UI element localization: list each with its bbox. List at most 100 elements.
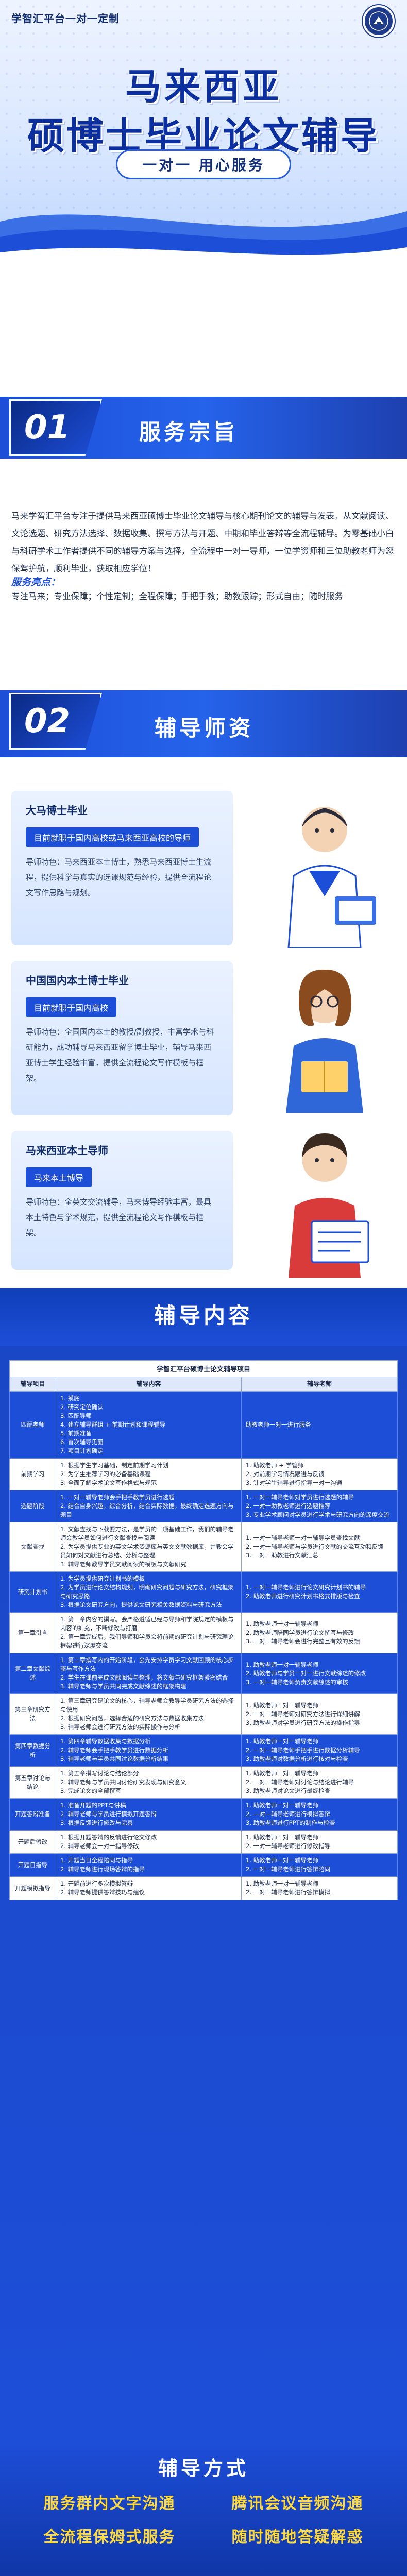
table-cell-content: 1. 文献查找与下载要方法，是学员的一项基础工作，我们的辅导老师会教学员如何进行…	[56, 1522, 242, 1572]
table-cell-content: 1. 根据开题答辩的反馈进行论文修改 2. 辅导老师会一对一指导修改	[56, 1830, 242, 1854]
content-item: 1. 开题前进行多次模拟答辩	[60, 1880, 133, 1887]
mentor-subtitle: 马来本土博导	[26, 1167, 92, 1187]
content-item: 3. 根据反馈进行修改与完善	[60, 1819, 133, 1826]
table-cell-teacher: 1. 一对一辅导老师对学员进行选题的辅导 2. 一对一助教老师进行选题推荐 3.…	[241, 1490, 398, 1522]
content-item: 1. 摸底	[60, 1395, 80, 1402]
table-cell-teacher: 1. 助教老师一对一辅导老师 2. 一对一辅导老师进行答辩模拟	[241, 1876, 398, 1900]
table-cell-teacher: 1. 一对一辅导老师一对一辅导学员查找文献 2. 一对一辅导老师与学员进行文献的…	[241, 1522, 398, 1572]
content-item: 2. 为学员进行论文结构规划，明确研究问题与研究方法，研究框架与研究思路	[60, 1584, 234, 1600]
section1-body: 马来学智汇平台专注于提供马来西亚硕博士毕业论文辅导与核心期刊论文的辅导与发表。从…	[11, 511, 394, 573]
content-item: 1. 准备开题的PPT与讲稿	[60, 1802, 126, 1809]
table-row: 第三章研究方法 1. 第三章研究是论文的核心，辅导老师会教导学员研究方法的选择与使…	[9, 1693, 398, 1735]
table-cell-content: 1. 第一章内容的撰写。会严格遵循已经与导师和学院规定的模板与内容的扩充，不断修…	[56, 1612, 242, 1653]
content-item: 3. 辅导老师与学员共同完成文献综述的框架构建	[60, 1683, 186, 1690]
mentor-subtitle: 目前就职于国内高校或马来西亚高校的导师	[26, 827, 199, 847]
footer-item: 服务群内文字沟通	[43, 2495, 176, 2513]
table-cell-content: 1. 根据学生学习基础，制定前期学习计划 2. 为学生推荐学习的必备基础课程 3. …	[56, 1458, 242, 1490]
section2-number: 02	[9, 693, 102, 750]
table-cell-stage: 文献查找	[9, 1522, 56, 1572]
content-item: 1. 第二章撰写内的开始阶段，会先安排学员学习文献回顾的核心步骤与写作方法	[60, 1656, 234, 1672]
content-item: 2. 辅导老师进行现场答辩的指导	[60, 1866, 145, 1873]
content-item: 2. 结合自身兴趣，综合分析，结合实际数据，最终确定选题方向与题目	[60, 1502, 234, 1518]
section1-number: 01	[9, 399, 102, 456]
footer-item: 腾讯会议音频沟通	[231, 2495, 364, 2513]
content-item: 3. 辅导老师与学员共同讨论数据分析结果	[60, 1755, 169, 1762]
mentor-card-3: 马来西亚本土导师 马来本土博导 导师特色：全英文交流辅导，马来博导经验丰富，最具…	[11, 1131, 233, 1270]
footer-title: 辅导方式	[158, 2457, 249, 2480]
table-row: 第一章引言 1. 第一章内容的撰写。会严格遵循已经与导师和学院规定的模板与内容的扩…	[9, 1612, 398, 1653]
mentor-illustration-1	[287, 807, 376, 948]
table-header-row: 辅导项目 辅导内容 辅导老师	[9, 1377, 398, 1392]
content-item: 1. 第一章内容的撰写。会严格遵循已经与导师和学院规定的模板与内容的扩充，不断修…	[60, 1616, 234, 1632]
content-item: 2. 辅导老师会一对一指导修改	[60, 1842, 139, 1850]
hero-pill: 一对一 用心服务	[116, 149, 291, 179]
table-cell-teacher: 1. 助教老师一对一辅导老师 2. 一对一辅导老师进行修改指导	[241, 1830, 398, 1854]
table-row: 第四章数据分析 1. 第四章辅导数据收集与数据分析 2. 辅导老师会手把手教学员进行…	[9, 1734, 398, 1767]
table-header-teacher: 辅导老师	[241, 1377, 398, 1392]
table-cell-teacher: 1. 助教老师一对一辅导老师 2. 助教老师与学员一对一进行文献综述的修改 3.…	[241, 1653, 398, 1694]
mentor-title: 马来西亚本土导师	[26, 1144, 108, 1157]
content-item: 2. 第一章完成后，我们导师和学员会将前期的研究计划与研究理论框架进行深度交流	[60, 1633, 234, 1649]
table-cell-content: 1. 第二章撰写内的开始阶段，会先安排学员学习文献回顾的核心步骤与写作方法 2. …	[56, 1653, 242, 1694]
table-cell-teacher: 1. 助教老师一对一辅导老师 2. 一对一辅导老师手把手进行数据分析辅导 3. …	[241, 1734, 398, 1767]
content-item: 2. 为学员提供专业的英文学术资源库与英文文献数据库，并教会学员如何对文献进行总…	[60, 1543, 234, 1559]
content-item: 3. 根据论文研究方向，提供论文研究相关数据资料与研究方法	[60, 1601, 222, 1608]
content-item: 2. 辅导老师与学员共同讨论研究发现与研究意义	[60, 1778, 186, 1786]
section3-band	[0, 1288, 407, 1346]
table-cell-teacher: 1. 助教老师一对一辅导老师 2. 一对一辅导老师对讨论与结论进行辅导 3. 助…	[241, 1766, 398, 1799]
coaching-plan-table: 学智汇平台硕博士论文辅导项目 辅导项目 辅导内容 辅导老师 匹配老师 1. 摸底 2…	[9, 1360, 398, 1900]
table-cell-stage: 第五章讨论与结论	[9, 1766, 56, 1799]
section1-title: 服务宗旨	[139, 419, 239, 445]
footer-item: 随时随地答疑解惑	[231, 2528, 364, 2546]
table-cell-teacher: 1. 助教老师 + 学管师 2. 对前期学习情况跟进与反馈 3. 针对学生辅导进…	[241, 1458, 398, 1490]
table-cell-stage: 开题答辩准备	[9, 1798, 56, 1831]
table-caption: 学智汇平台硕博士论文辅导项目	[9, 1360, 398, 1377]
mentor-subtitle: 目前就职于国内高校	[26, 997, 117, 1017]
content-item: 6. 首次辅导见面	[60, 1438, 104, 1446]
content-item: 3. 匹配导师	[60, 1412, 92, 1419]
mentor-illustration-2	[286, 969, 363, 1113]
logo	[363, 5, 395, 37]
section1-advantages-label: 服务亮点：	[11, 577, 61, 588]
table-cell-teacher: 1. 助教老师一对一辅导老师 2. 一对一辅导老师对研究方法进行详细讲解 3. …	[241, 1693, 398, 1735]
table-cell-content: 1. 摸底 2. 研究定位确认 3. 匹配导师 4. 建立辅导群组 + 前期计划和课程…	[56, 1391, 242, 1459]
table-row: 开题答辩准备 1. 准备开题的PPT与讲稿 2. 辅导老师与学员进行模拟开题答辩 3.…	[9, 1798, 398, 1831]
mentor-card-2: 中国国内本土博士毕业 目前就职于国内高校 导师特色：全国国内本土的教授/副教授，…	[11, 961, 233, 1115]
footer-band	[0, 2442, 407, 2576]
content-item: 2. 根据研究问题，选择合适的研究方法与数据收集方法	[60, 1715, 205, 1722]
content-item: 1. 为学员提供研究计划书的模板	[60, 1575, 145, 1582]
table-row: 开题模拟指导 1. 开题前进行多次模拟答辩 2. 辅导老师提供答辩技巧与建议 1. 助…	[9, 1876, 398, 1900]
table-row: 文献查找 1. 文献查找与下载要方法，是学员的一项基础工作，我们的辅导老师会教学员…	[9, 1522, 398, 1572]
footer-row-1: 服务群内文字沟通 腾讯会议音频沟通	[15, 2488, 392, 2515]
section1-advantages-list: 专注马来；专业保障；个性定制；全程保障；手把手教；助教跟踪；形式自由；随时服务	[11, 591, 343, 601]
table-cell-content: 1. 为学员提供研究计划书的模板 2. 为学员进行论文结构规划，明确研究问题与研究…	[56, 1571, 242, 1613]
mentor-description: 导师特色：全国国内本土的教授/副教授，丰富学术与科研能力，成功辅导马来西亚留学博…	[26, 1027, 214, 1083]
table-cell-teacher: 1. 助教老师一对一辅导老师 2. 一对一辅导老师进行答辩陪同	[241, 1853, 398, 1877]
content-item: 1. 开题当日全程陪同与指导	[60, 1857, 133, 1864]
section2-title: 辅导师资	[155, 716, 254, 741]
table-row: 选题阶段 1. 一对一辅导老师会手把手教学员进行选题 2. 结合自身兴趣，综合分析，…	[9, 1490, 398, 1522]
table-cell-stage: 开题模拟指导	[9, 1876, 56, 1900]
table-cell-stage: 开题后修改	[9, 1830, 56, 1854]
table-header-stage: 辅导项目	[9, 1377, 56, 1392]
content-item: 3. 完成论文的全部撰写	[60, 1787, 122, 1794]
section3-title: 辅导内容	[154, 1303, 253, 1328]
logo-icon	[369, 11, 388, 31]
content-item: 1. 根据学生学习基础，制定前期学习计划	[60, 1462, 169, 1469]
content-item: 3. 辅导老师教导学员文献阅读的模板与文献研究	[60, 1561, 186, 1568]
content-item: 7. 项目计划确定	[60, 1447, 104, 1454]
table-header-content: 辅导内容	[56, 1377, 242, 1392]
mentor-title: 中国国内本土博士毕业	[26, 974, 129, 987]
content-item: 2. 学生在课前完成文献阅读与整理，将文献与研究框架紧密结合	[60, 1674, 228, 1681]
content-item: 4. 建立辅导群组 + 前期计划和课程辅导	[60, 1421, 166, 1428]
content-item: 2. 辅导老师与学员进行模拟开题答辩	[60, 1810, 157, 1818]
table-cell-stage: 第四章数据分析	[9, 1734, 56, 1767]
content-item: 2. 为学生推荐学习的必备基础课程	[60, 1470, 151, 1478]
footer-row-2: 全流程保姆式服务 随时随地答疑解惑	[15, 2522, 392, 2549]
content-item: 2. 辅导老师会手把手教学员进行数据分析	[60, 1747, 169, 1754]
brand-line: 学智汇平台一对一定制	[11, 12, 120, 25]
table-cell-stage: 第三章研究方法	[9, 1693, 56, 1735]
mentor-description: 导师特色：全英文交流辅导，马来博导经验丰富，最具本土特色与学术规范，提供全流程论…	[26, 1197, 212, 1238]
hero-banner: 学智汇平台一对一定制 马来西亚 硕博士毕业论文辅导 一对一 用心服务	[0, 0, 407, 268]
